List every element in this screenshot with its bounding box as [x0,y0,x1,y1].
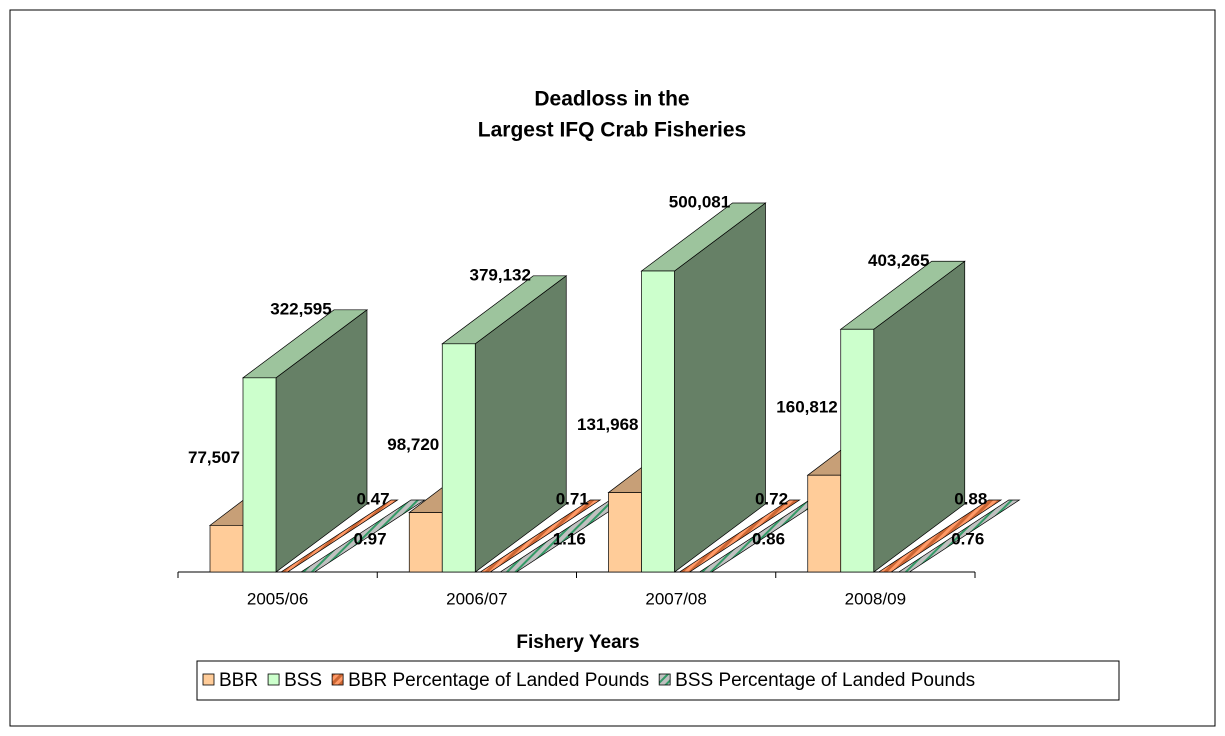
x-tick-label: 2005/06 [247,589,308,608]
x-axis-title: Fishery Years [516,632,639,653]
chart-title: Deadloss in the [534,88,689,111]
data-label: 0.76 [951,529,984,548]
data-label: 0.72 [755,489,788,508]
bar [877,499,1003,573]
legend [196,660,1120,701]
data-label: 0.97 [353,529,386,548]
bar [209,524,244,573]
bar [897,499,1021,573]
data-label: 1.16 [553,529,586,548]
data-label: 379,132 [470,265,531,284]
bar [441,343,476,573]
data-label: 0.71 [556,489,589,508]
chart-title: Largest IFQ Crab Fisheries [478,119,746,142]
bar [299,499,426,573]
bar [840,328,875,573]
legend-label: BBR [219,670,258,691]
data-label: 0.86 [752,529,785,548]
bar [807,474,842,573]
data-label: 77,507 [188,448,240,467]
bar [641,270,675,573]
legend-swatch [202,673,215,686]
bar [608,492,642,573]
bar [242,377,277,573]
bar [279,499,399,573]
data-label: 500,081 [669,192,730,211]
legend-label: BSS [284,670,322,691]
data-label: 131,968 [577,415,638,434]
frame [9,9,1216,727]
legend-label: BSS Percentage of Landed Pounds [675,670,975,691]
x-tick-label: 2007/08 [645,589,706,608]
x-tick-label: 2008/09 [845,589,906,608]
bar [408,512,443,573]
legend-label: BBR Percentage of Landed Pounds [348,670,649,691]
data-label: 403,265 [868,251,929,270]
data-label: 98,720 [387,435,439,454]
bar [479,499,602,573]
data-label: 0.47 [356,489,389,508]
data-label: 0.88 [954,489,987,508]
bar [678,499,801,573]
legend-swatch [658,673,671,686]
data-label: 322,595 [270,299,331,318]
legend-swatch [331,673,344,686]
data-label: 160,812 [776,398,837,417]
x-tick-label: 2006/07 [446,589,507,608]
legend-swatch [267,673,280,686]
